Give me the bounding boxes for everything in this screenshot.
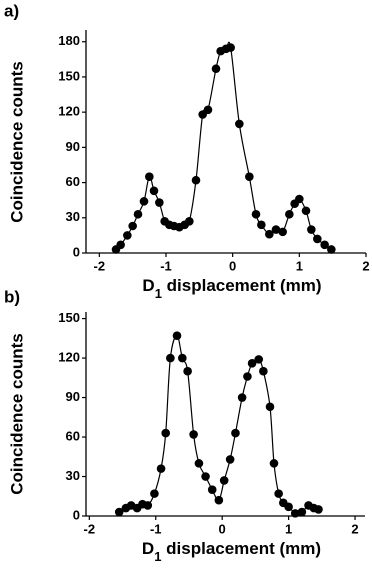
data-point [161, 428, 171, 438]
data-point [133, 209, 143, 219]
x-tick-label: 1 [285, 521, 292, 536]
data-point [123, 231, 132, 240]
x-tick-label: -2 [84, 521, 96, 536]
data-point [214, 495, 224, 505]
data-point [297, 507, 307, 517]
y-axis-label: Coincidence counts [7, 333, 26, 495]
data-point [145, 172, 154, 182]
data-point [285, 209, 294, 219]
panel-label: b) [4, 287, 20, 306]
data-point [114, 507, 124, 517]
data-point [254, 355, 264, 364]
data-point [185, 217, 194, 226]
x-tick-label: 1 [296, 258, 303, 273]
data-point [116, 240, 125, 250]
x-axis-label-part: 1 [155, 286, 162, 301]
data-point [128, 221, 137, 231]
data-point [247, 359, 257, 368]
x-tick-label: -2 [94, 258, 106, 273]
x-tick-label: 0 [229, 258, 236, 273]
data-point [219, 476, 229, 485]
data-point [245, 172, 254, 182]
data-point [189, 430, 198, 439]
data-point [274, 489, 283, 498]
y-tick-label: 90 [66, 389, 80, 404]
data-point [231, 428, 240, 438]
y-tick-label: 120 [58, 350, 80, 365]
data-point [155, 198, 164, 207]
data-point [271, 225, 281, 234]
data-point [194, 459, 204, 468]
panel-label: a) [4, 1, 19, 20]
y-tick-label: 150 [58, 310, 80, 325]
data-point [201, 472, 210, 481]
x-tick-label: -1 [150, 521, 162, 536]
x-tick-label: 2 [362, 258, 369, 273]
x-axis-label-part: D [142, 539, 154, 558]
y-tick-label: 30 [66, 468, 80, 483]
data-point [235, 119, 244, 129]
data-point [278, 227, 287, 237]
data-point [259, 366, 268, 376]
data-point [237, 393, 247, 402]
data-point [166, 353, 175, 363]
data-point [290, 509, 300, 518]
data-point [191, 175, 201, 185]
data-point [207, 485, 217, 494]
y-tick-label: 90 [66, 139, 80, 154]
data-point [211, 64, 221, 74]
data-point [178, 353, 187, 363]
y-tick-label: 30 [66, 209, 80, 224]
data-point [251, 209, 261, 219]
data-point [183, 366, 192, 376]
data-point [284, 502, 293, 512]
data-point [295, 194, 304, 204]
data-point [269, 459, 279, 468]
data-point [313, 234, 322, 244]
data-point [265, 229, 274, 239]
data-point [225, 455, 235, 464]
data-point [149, 186, 159, 196]
x-axis-label: D1 displacement (mm) [142, 539, 321, 563]
x-tick-label: -1 [160, 258, 172, 273]
fit-curve [118, 335, 319, 515]
y-tick-label: 0 [73, 507, 80, 522]
y-tick-label: 0 [73, 244, 80, 259]
fit-curve [115, 41, 332, 250]
data-point [226, 43, 235, 52]
x-axis-label: D1 displacement (mm) [142, 276, 321, 300]
x-axis-label-part: 1 [154, 549, 161, 564]
y-tick-label: 150 [58, 68, 80, 83]
data-point [314, 505, 323, 514]
y-tick-label: 180 [58, 33, 80, 48]
data-point [143, 501, 153, 510]
y-tick-label: 60 [66, 428, 80, 443]
x-axis-label-part: D [142, 276, 154, 295]
data-point [265, 402, 275, 412]
data-point [243, 372, 252, 381]
data-point [139, 197, 149, 206]
data-point [257, 220, 266, 230]
data-point [307, 225, 316, 234]
x-tick-label: 2 [351, 521, 358, 536]
data-point [172, 331, 182, 340]
y-tick-label: 120 [58, 104, 80, 119]
data-point [301, 206, 311, 216]
x-axis-label-part: displacement (mm) [161, 539, 321, 558]
y-tick-label: 60 [66, 174, 80, 189]
data-point [150, 489, 159, 498]
data-point [156, 464, 166, 473]
data-point [203, 105, 213, 115]
y-axis-label: Coincidence counts [7, 61, 26, 223]
x-tick-label: 0 [219, 521, 226, 536]
data-point [327, 245, 336, 254]
data-point [320, 240, 329, 250]
x-axis-label-part: displacement (mm) [162, 276, 322, 295]
